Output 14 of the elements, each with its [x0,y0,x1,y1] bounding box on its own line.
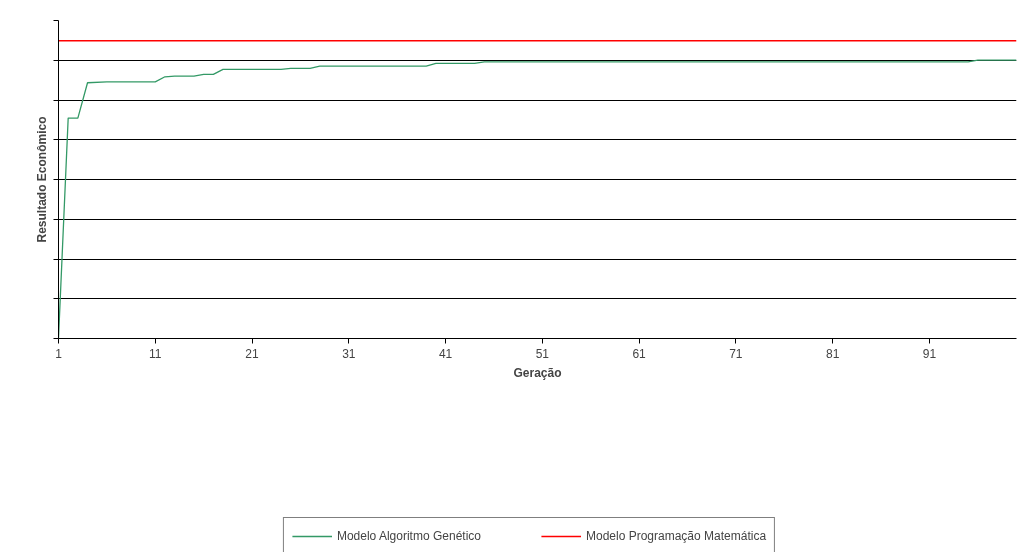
x-tick-label: 91 [922,346,937,361]
x-tick-label: 61 [632,346,647,361]
x-tick-label: 41 [438,346,453,361]
x-tick-label: 21 [245,346,260,361]
x-axis-title: Geração [513,365,562,380]
y-axis-title: Resultado Econômico [34,116,49,243]
x-tick-label: 81 [825,346,840,361]
x-tick-label: 71 [729,346,743,361]
legend-label: Modelo Programação Matemática [585,529,767,543]
x-tick-label: 11 [149,346,162,361]
legend-label: Modelo Algoritmo Genético [336,529,481,543]
x-tick-label: 51 [535,346,550,361]
x-tick-label: 31 [342,346,356,361]
x-tick-label: 1 [55,346,63,361]
